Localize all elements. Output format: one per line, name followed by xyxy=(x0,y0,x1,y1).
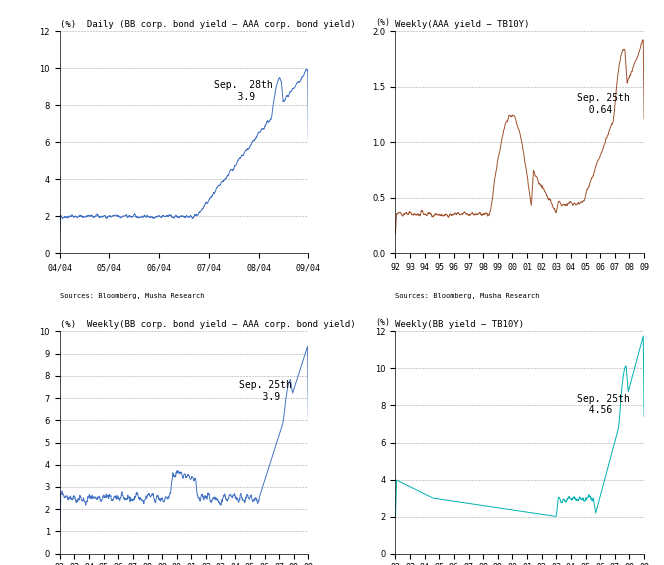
Text: Weekly(AAA yield − TB10Y): Weekly(AAA yield − TB10Y) xyxy=(396,20,530,29)
Text: (%)  Daily (BB corp. bond yield − AAA corp. bond yield): (%) Daily (BB corp. bond yield − AAA cor… xyxy=(60,20,355,29)
Text: Sep. 25th
  0.64: Sep. 25th 0.64 xyxy=(577,93,630,115)
Text: Sources: Bloomberg, Musha Research: Sources: Bloomberg, Musha Research xyxy=(396,293,540,299)
Text: Sources: Bloomberg, Musha Research: Sources: Bloomberg, Musha Research xyxy=(60,293,205,299)
Text: Sep.  28th
    3.9: Sep. 28th 3.9 xyxy=(214,80,273,102)
Text: (%): (%) xyxy=(376,318,390,327)
Text: (%)  Weekly(BB corp. bond yield − AAA corp. bond yield): (%) Weekly(BB corp. bond yield − AAA cor… xyxy=(60,320,355,329)
Text: Sep. 25th
  4.56: Sep. 25th 4.56 xyxy=(577,394,630,415)
Text: Sep. 25th
    3.9: Sep. 25th 3.9 xyxy=(239,380,291,402)
Text: (%): (%) xyxy=(376,18,390,27)
Text: Weekly(BB yield − TB10Y): Weekly(BB yield − TB10Y) xyxy=(396,320,525,329)
Text: Figure 3 :  U.S. Credit Risk Premium: Figure 3 : U.S. Credit Risk Premium xyxy=(5,6,276,19)
